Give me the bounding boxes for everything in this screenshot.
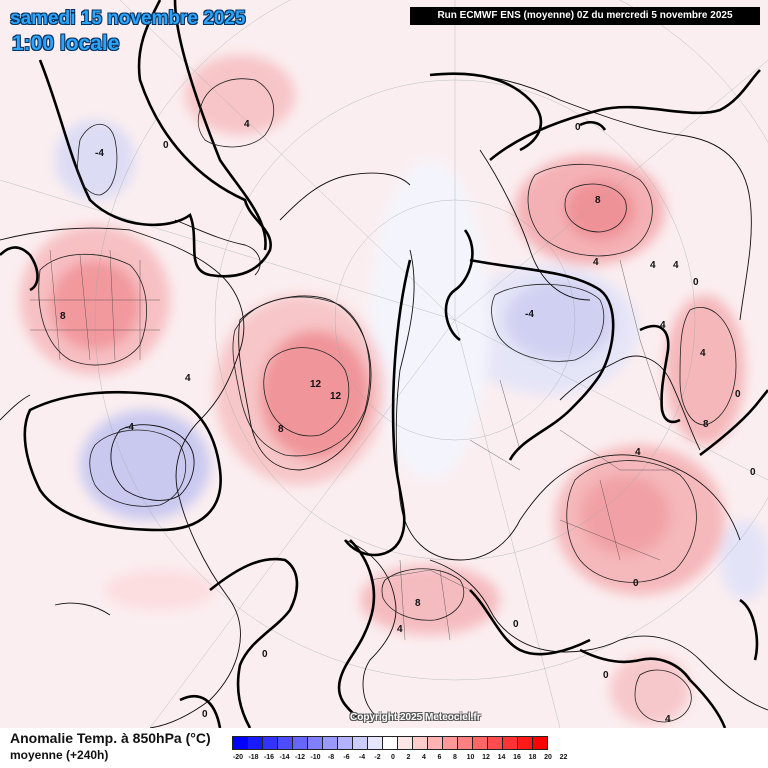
legend-tick: -4 xyxy=(358,754,366,761)
legend-swatch xyxy=(337,736,353,750)
legend-tick: -8 xyxy=(327,754,335,761)
legend-tick: -12 xyxy=(294,754,306,761)
legend-tick: -20 xyxy=(232,754,244,761)
legend-swatch xyxy=(262,736,278,750)
contour-label: 4 xyxy=(700,348,706,359)
anomaly-contours xyxy=(38,78,737,723)
legend-swatch xyxy=(487,736,503,750)
contour-label: 0 xyxy=(750,467,756,478)
contour-label: 4 xyxy=(673,260,679,271)
legend-tick: 22 xyxy=(559,754,568,761)
legend-swatch xyxy=(412,736,428,750)
contour-label: 8 xyxy=(703,419,709,430)
legend-swatch xyxy=(247,736,263,750)
legend-tick: -2 xyxy=(374,754,381,761)
legend-tick: 20 xyxy=(544,754,552,761)
borders xyxy=(30,249,680,641)
contour-label: 4 xyxy=(650,260,656,271)
copyright: Copyright 2025 Meteociel.fr xyxy=(350,712,481,723)
forecast-date: samedi 15 novembre 2025 xyxy=(10,8,246,29)
legend-tick: -14 xyxy=(279,754,290,761)
legend-swatch xyxy=(307,736,323,750)
contour-label: -4 xyxy=(525,309,534,320)
contour-label: 12 xyxy=(310,379,322,390)
contour-label: 8 xyxy=(415,598,421,609)
contour-labels: 0 4 -4 8 12 12 8 -4 -4 0 8 4 4 4 4 4 8 0… xyxy=(60,119,756,725)
contour-label: 8 xyxy=(278,424,284,435)
legend-tick: -10 xyxy=(310,754,321,761)
contour-label: 0 xyxy=(603,670,609,681)
contour-label: 4 xyxy=(244,119,250,130)
contour-label: 4 xyxy=(665,714,671,725)
legend-swatch xyxy=(367,736,383,750)
contour-label: 0 xyxy=(633,578,639,589)
contour-label: 0 xyxy=(163,140,169,151)
legend-swatch xyxy=(277,736,293,750)
contour-label: 8 xyxy=(595,195,601,206)
contour-label: 0 xyxy=(575,122,581,133)
parameter-title: Anomalie Temp. à 850hPa (°C) xyxy=(10,730,211,746)
legend-tick: -16 xyxy=(263,754,275,761)
coastlines xyxy=(0,73,768,728)
legend-swatch xyxy=(532,736,548,750)
contour-label: 4 xyxy=(635,447,641,458)
contour-label: 8 xyxy=(60,311,66,322)
legend-tick: 14 xyxy=(497,754,506,761)
legend-tick: 0 xyxy=(391,754,395,761)
legend-tick: 8 xyxy=(453,754,457,761)
legend-swatch xyxy=(292,736,308,750)
local-time: 1:00 locale xyxy=(12,32,120,55)
legend-swatch xyxy=(322,736,338,750)
legend-swatch xyxy=(397,736,413,750)
graticule xyxy=(0,0,768,728)
legend-swatch xyxy=(472,736,488,750)
legend-swatch xyxy=(517,736,533,750)
legend-tick: -6 xyxy=(343,754,350,761)
color-scale-ticks: -20 -18 -16 -14 -12 -10 -8 -6 -4 -2 0 2 4 6 8 10 12 14 16 1… xyxy=(232,754,572,766)
contour-label: 0 xyxy=(513,619,519,630)
legend-swatch xyxy=(382,736,398,750)
run-info: Run ECMWF ENS (moyenne) 0Z du mercredi 5… xyxy=(410,7,760,25)
legend-swatch xyxy=(502,736,518,750)
legend-tick: 12 xyxy=(482,754,490,761)
contour-label: 4 xyxy=(185,373,191,384)
legend-tick: 2 xyxy=(406,754,411,761)
legend-tick: -18 xyxy=(248,754,259,761)
contour-label: -4 xyxy=(95,148,104,159)
color-scale xyxy=(232,736,548,750)
contour-label: 0 xyxy=(262,649,268,660)
legend-tick: 18 xyxy=(528,754,537,761)
contour-label: 4 xyxy=(660,320,666,331)
parameter-subtitle: moyenne (+240h) xyxy=(10,748,109,762)
legend-swatch xyxy=(232,736,248,750)
legend-swatch xyxy=(427,736,443,750)
legend-tick: 10 xyxy=(466,754,475,761)
legend-swatch xyxy=(352,736,368,750)
legend-swatch xyxy=(457,736,473,750)
temperature-anomaly-map: 0 4 -4 8 12 12 8 -4 -4 0 8 4 4 4 4 4 8 0… xyxy=(0,0,768,728)
contour-label: 0 xyxy=(735,389,741,400)
contour-label: -4 xyxy=(125,422,134,433)
legend-tick: 16 xyxy=(513,754,521,761)
contour-label: 12 xyxy=(330,391,342,402)
contour-label: 0 xyxy=(693,277,699,288)
zero-contours xyxy=(0,0,768,728)
contour-label: 4 xyxy=(397,624,403,635)
legend-tick: 6 xyxy=(437,754,442,761)
legend-tick: 4 xyxy=(422,754,426,761)
legend-swatch xyxy=(442,736,458,750)
contour-label: 4 xyxy=(593,257,599,268)
contour-label: 0 xyxy=(202,709,208,720)
negative-contours xyxy=(77,123,605,507)
